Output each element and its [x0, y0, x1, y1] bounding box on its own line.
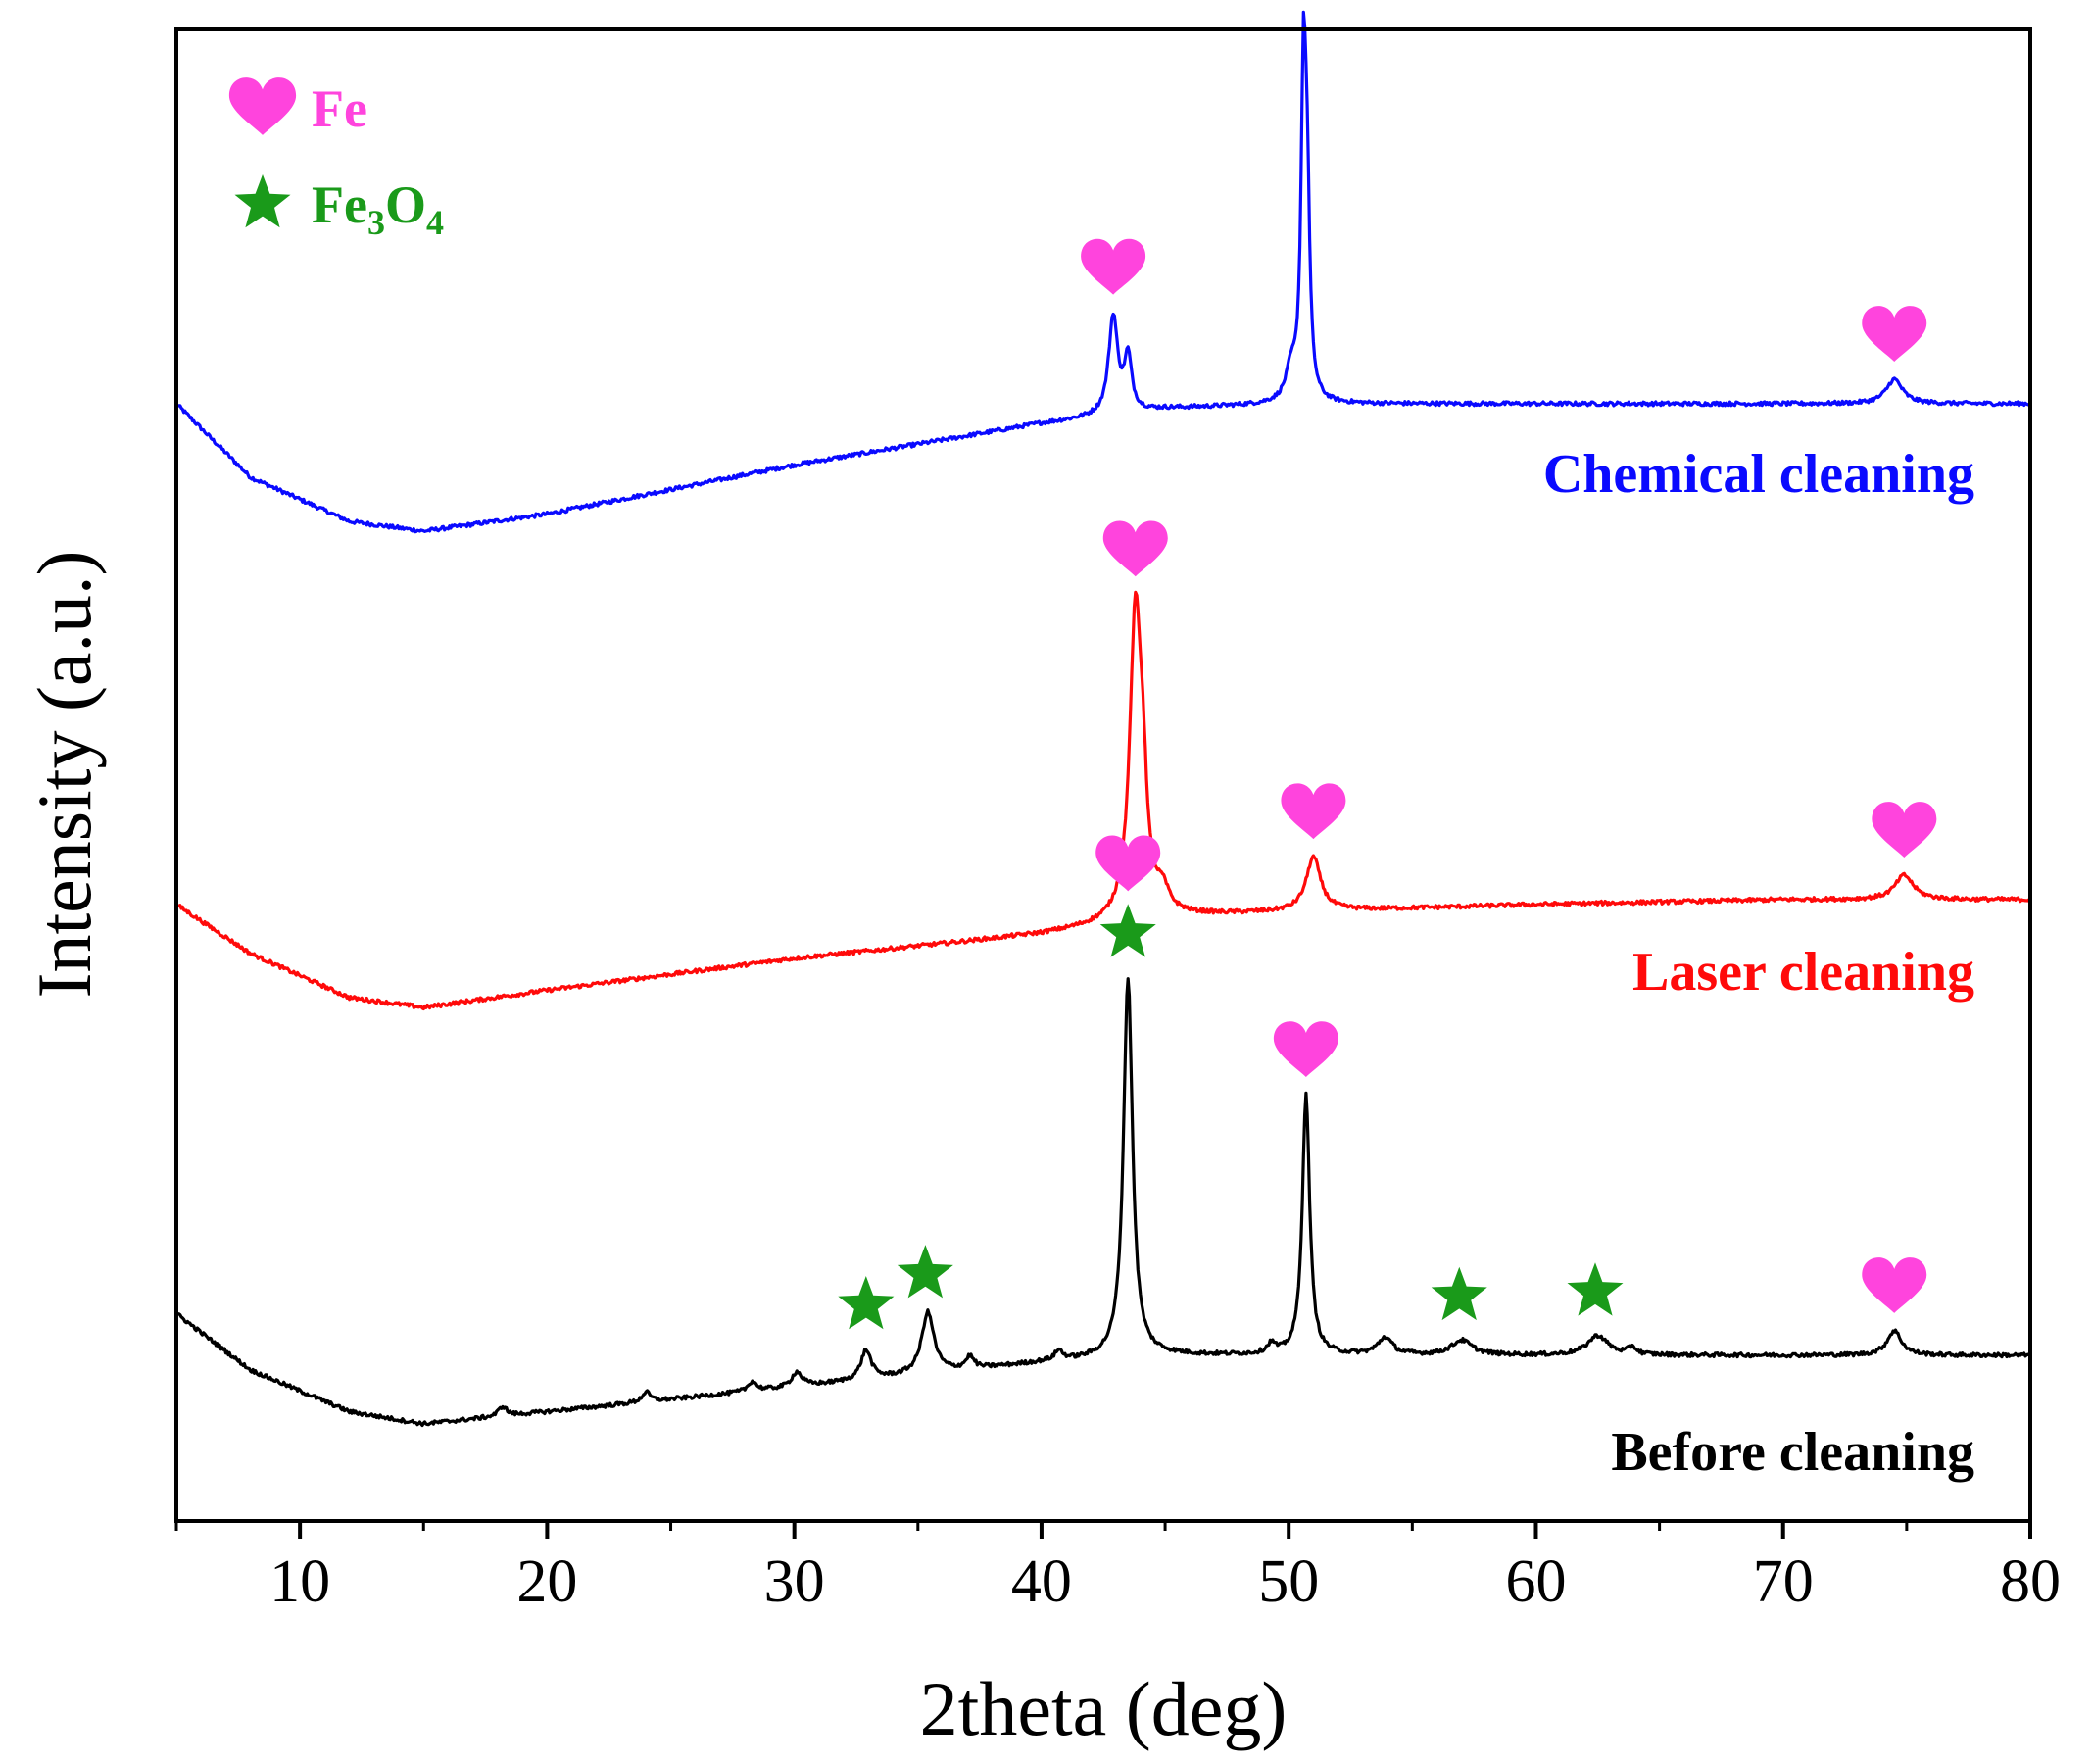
x-axis-title: 2theta (deg) — [920, 1666, 1288, 1751]
fe3o4-star-icon — [1099, 904, 1156, 957]
fe-heart-icon — [1281, 783, 1346, 840]
series-line-before-cleaning — [175, 977, 2032, 1428]
x-tick-label: 70 — [1753, 1548, 1814, 1615]
series-layer — [174, 10, 2032, 1428]
fe-heart-icon — [1081, 238, 1146, 295]
series-label-laser: Laser cleaning — [1632, 942, 1974, 1003]
fe-heart-icon — [1273, 1021, 1338, 1078]
x-tick-label: 30 — [764, 1548, 825, 1615]
fe-heart-icon — [1862, 306, 1927, 362]
fe3o4-star-icon — [838, 1276, 895, 1330]
legend-fe3o4-base: Fe — [312, 175, 367, 234]
x-tick-label: 80 — [2000, 1548, 2061, 1615]
fe-heart-icon — [1862, 1257, 1927, 1313]
legend-fe3o4-label: Fe3O4 — [312, 175, 444, 242]
legend-fe3o4-mid: O — [385, 175, 426, 234]
legend-fe-label: Fe — [312, 79, 367, 138]
fe-heart-icon — [1102, 520, 1168, 577]
legend-fe3o4-sub1: 3 — [367, 203, 385, 242]
x-tick-label: 50 — [1258, 1548, 1319, 1615]
fe3o4-star-icon — [1431, 1266, 1487, 1321]
x-axis-ticks: 10 20 30 40 50 60 70 80 — [174, 1521, 2061, 1615]
plot-frame — [174, 27, 2032, 1523]
series-label-chemical: Chemical cleaning — [1543, 444, 1974, 505]
fe-heart-icon — [1872, 802, 1937, 858]
series-line-chemical-cleaning — [174, 10, 2031, 534]
series-label-before: Before cleaning — [1611, 1422, 1974, 1483]
fe-heart-icon — [1095, 835, 1161, 892]
x-tick-label: 40 — [1011, 1548, 1072, 1615]
x-tick-label: 10 — [269, 1548, 330, 1615]
legend-fe3o4-sub2: 4 — [426, 203, 444, 242]
legend-star-icon — [234, 174, 291, 228]
fe3o4-star-icon — [1567, 1262, 1624, 1316]
legend-heart-icon — [228, 77, 297, 135]
x-tick-label: 60 — [1505, 1548, 1566, 1615]
marker-layer — [838, 238, 1937, 1330]
legend: Fe Fe3O4 — [228, 77, 444, 242]
fe3o4-star-icon — [897, 1245, 953, 1298]
y-axis-title: Intensity (a.u.) — [22, 550, 107, 998]
series-line-laser-cleaning — [174, 590, 2031, 1011]
x-tick-label: 20 — [516, 1548, 577, 1615]
